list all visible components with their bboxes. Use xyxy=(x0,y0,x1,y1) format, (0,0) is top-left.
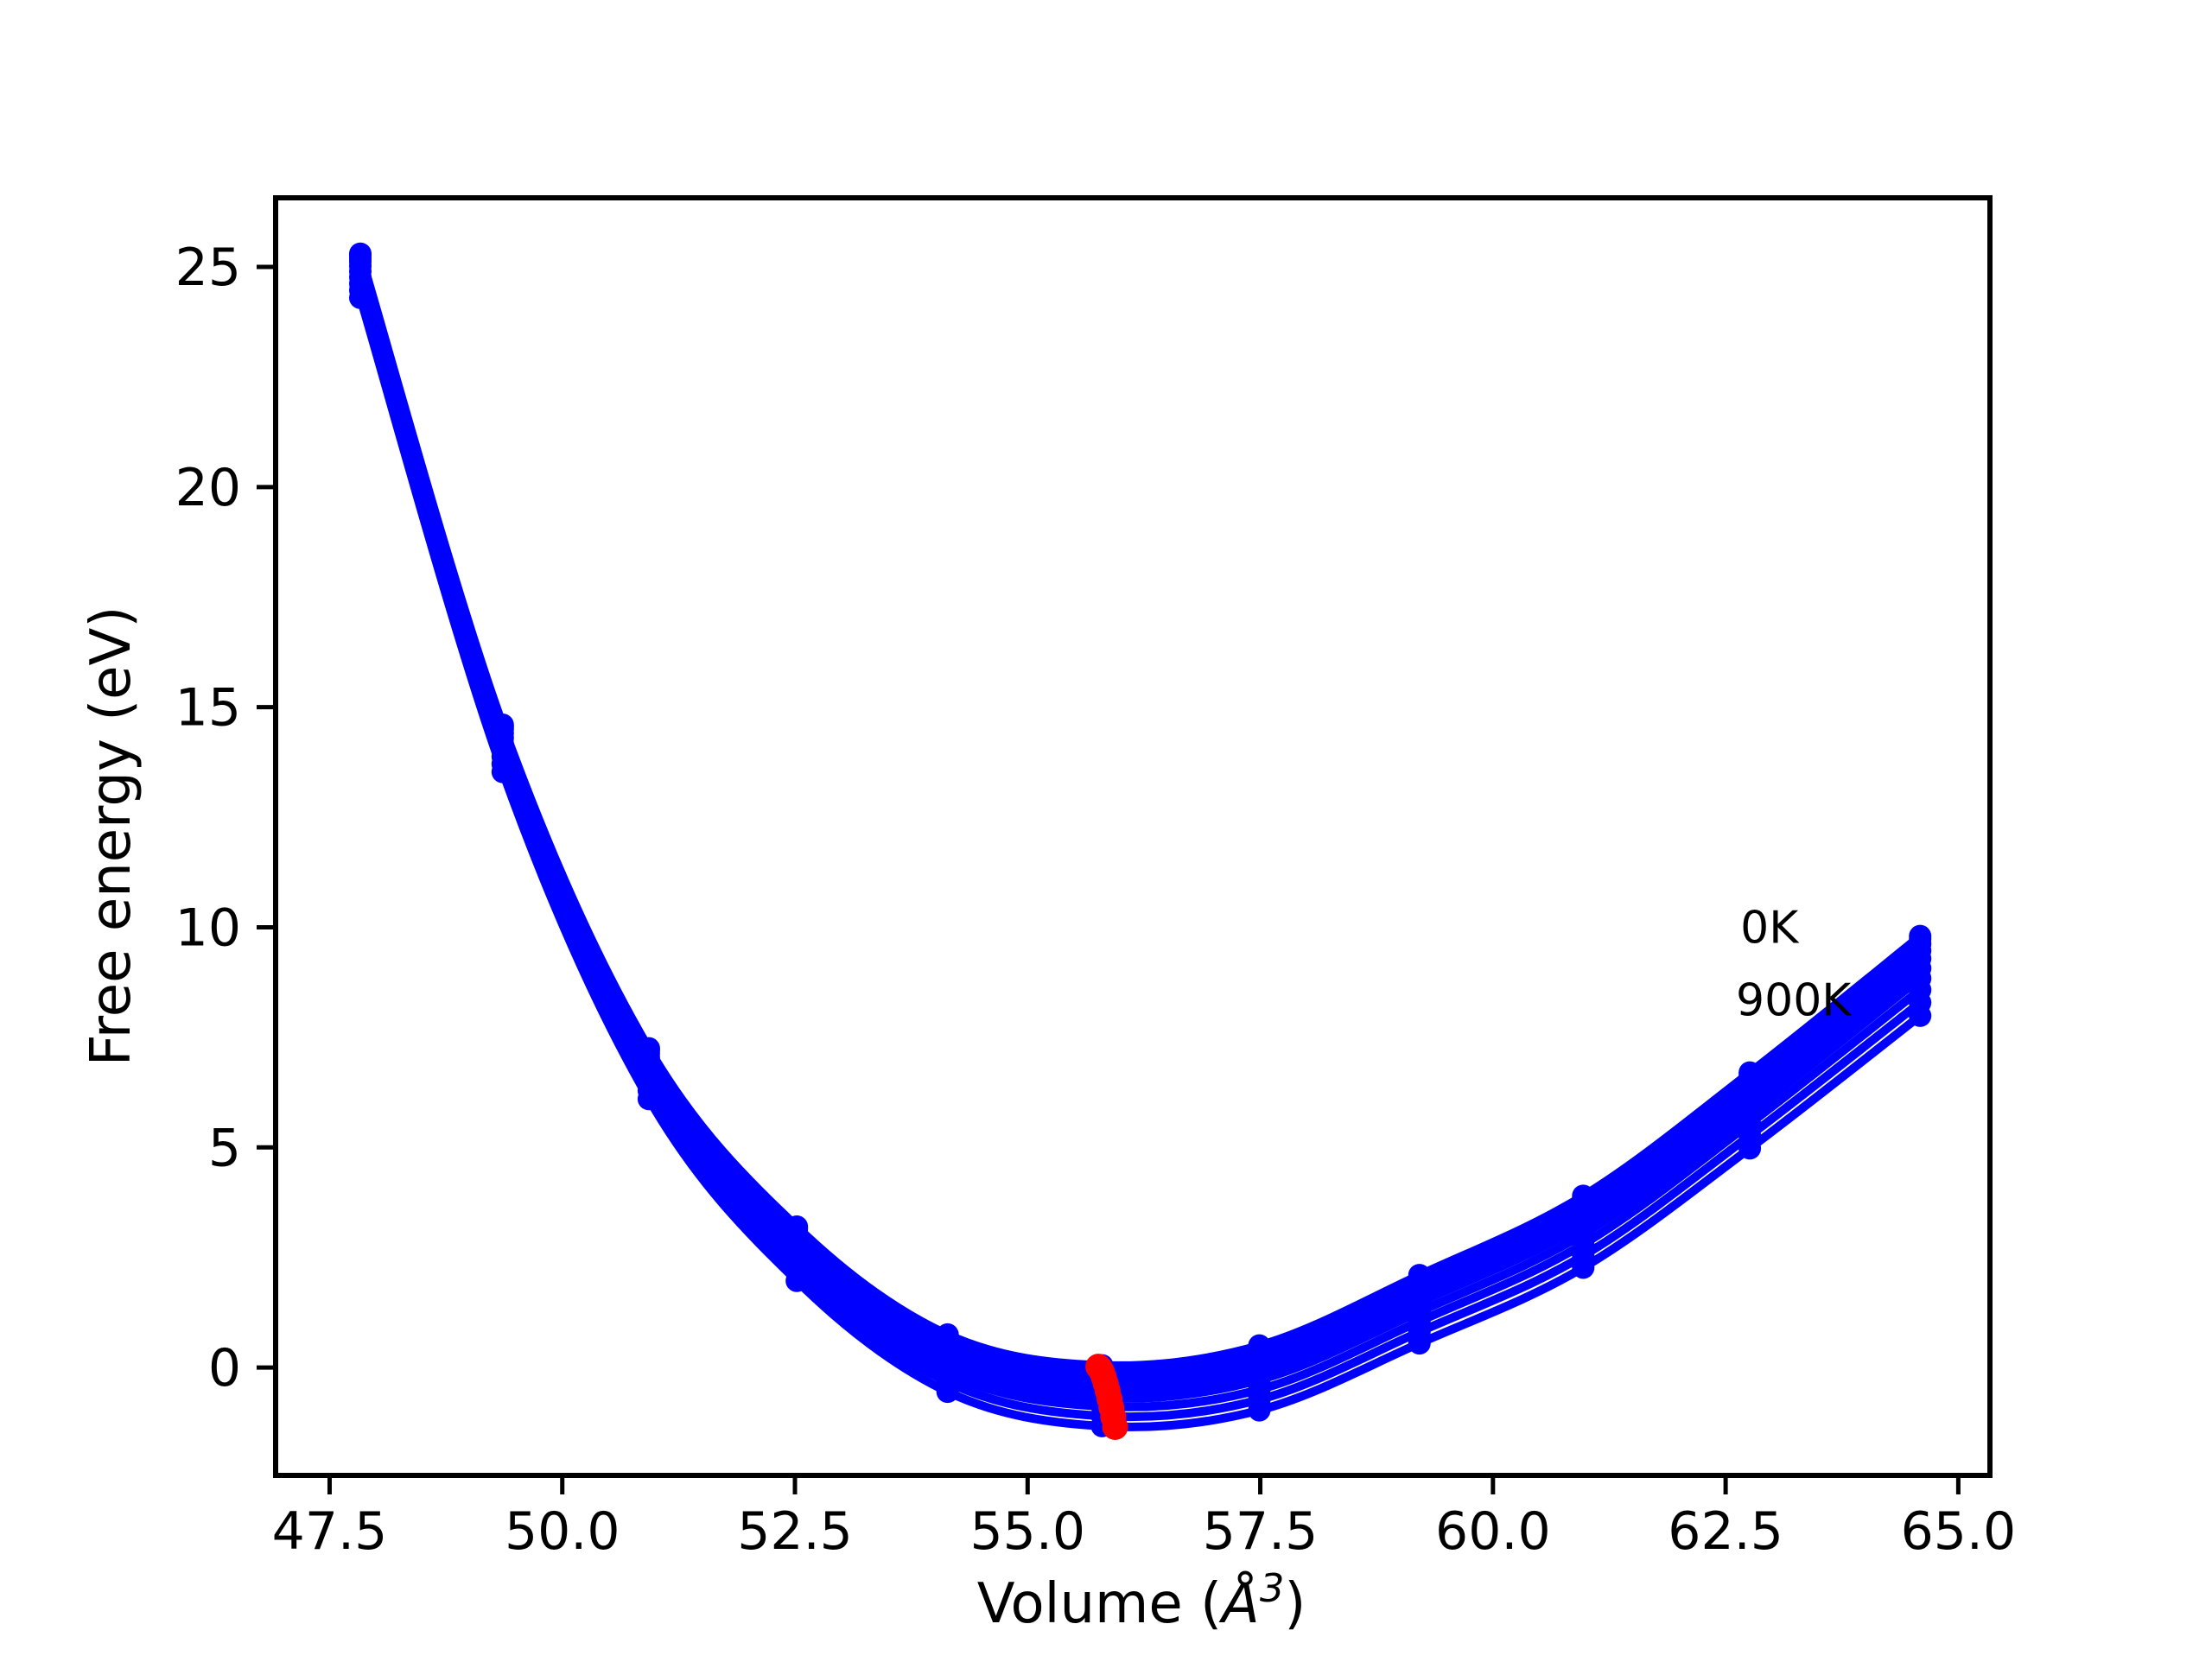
data-point-900K-v57.49 xyxy=(1248,1399,1271,1422)
free-energy-curve-500K xyxy=(356,267,1925,1395)
data-point-900K-v59.21 xyxy=(1408,1332,1431,1355)
data-point-900K-v60.97 xyxy=(1572,1256,1595,1279)
x-tick-label-60.0: 60.0 xyxy=(1435,1501,1551,1562)
x-tick-label-62.5: 62.5 xyxy=(1668,1501,1783,1562)
equilibrium-markers-layer xyxy=(1085,1354,1128,1440)
curves-layer xyxy=(356,249,1925,1431)
data-point-900K-v54.14 xyxy=(936,1380,959,1404)
data-point-900K-v49.36 xyxy=(491,760,514,783)
data-point-900K-v64.59 xyxy=(1909,1004,1932,1027)
x-tick-label-52.5: 52.5 xyxy=(737,1501,853,1562)
equilibrium-marker-900K xyxy=(1102,1413,1128,1440)
data-point-900K-v62.76 xyxy=(1738,1137,1762,1160)
data-point-markers-layer xyxy=(349,242,1932,1437)
x-tick-label-57.5: 57.5 xyxy=(1203,1501,1319,1562)
annotations-layer: 0K 900K xyxy=(1736,902,1853,1026)
free-energy-curve-900K xyxy=(356,293,1925,1431)
data-point-900K-v47.83 xyxy=(349,286,372,309)
free-energy-curve-200K xyxy=(356,253,1925,1376)
y-axis-label: Free energy (eV) xyxy=(79,606,143,1067)
free-energy-curve-300K xyxy=(356,257,1925,1381)
data-point-900K-v52.52 xyxy=(785,1269,809,1292)
free-energy-curve-600K xyxy=(356,272,1925,1403)
y-tick-label-5: 5 xyxy=(208,1118,241,1178)
x-axis-label: Volume (Å3) xyxy=(977,1565,1306,1636)
free-energy-curve-800K xyxy=(356,286,1925,1422)
x-tick-label-47.5: 47.5 xyxy=(272,1501,388,1562)
data-point-900K-v50.93 xyxy=(637,1088,660,1111)
x-tick-label-55.0: 55.0 xyxy=(969,1501,1085,1562)
x-tick-label-50.0: 50.0 xyxy=(505,1501,620,1562)
ticks-layer: 47.5 50.0 52.5 55.0 57.5 60.0 62.5 65.0 0 5 10 15 20… xyxy=(175,238,2017,1562)
y-tick-label-0: 0 xyxy=(208,1338,241,1399)
free-energy-curve-700K xyxy=(356,279,1925,1411)
y-tick-label-25: 25 xyxy=(175,238,241,298)
temperature-annotation-0K: 0K xyxy=(1740,902,1800,954)
y-tick-label-15: 15 xyxy=(175,678,241,739)
axes-spines-layer xyxy=(273,195,1993,1478)
x-tick-label-65.0: 65.0 xyxy=(1901,1501,2017,1562)
y-tick-label-10: 10 xyxy=(175,898,241,958)
y-tick-label-20: 20 xyxy=(175,458,241,518)
free-energy-curve-400K xyxy=(356,261,1925,1387)
temperature-annotation-900K: 900K xyxy=(1736,975,1853,1027)
plot-border xyxy=(273,195,1993,1478)
